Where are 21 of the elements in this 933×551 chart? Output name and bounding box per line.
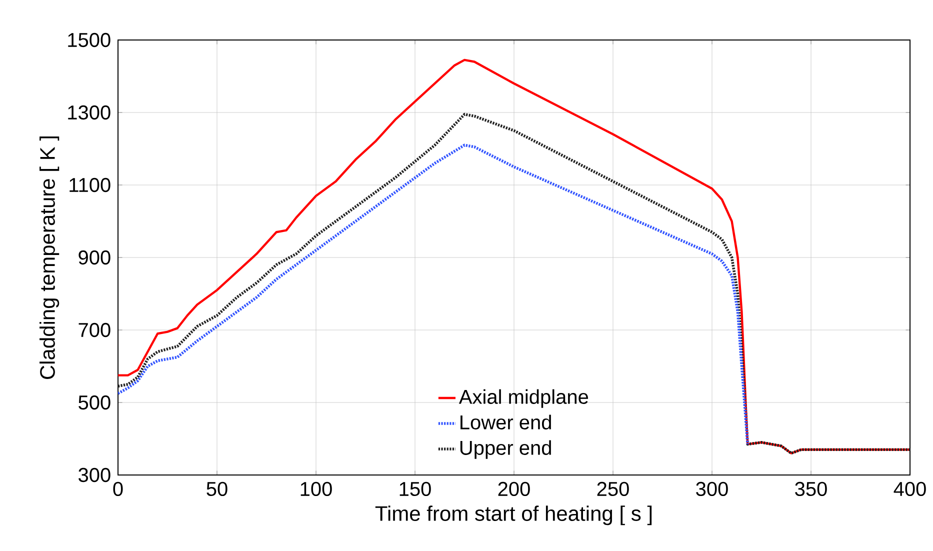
x-tick-label: 350 [795,482,827,496]
y-tick-label: 1300 [68,105,110,120]
x-tick-label: 100 [300,482,332,496]
x-tick-label: 200 [498,482,530,496]
x-axis-title: Time from start of heating [ s ] [375,506,652,526]
y-tick-label: 500 [78,395,110,410]
x-tick-label: 250 [597,482,629,496]
y-tick-label: 300 [78,468,110,482]
y-tick-label: 1500 [68,32,110,48]
legend-label: Axial midplane [458,389,588,408]
y-tick-label: 700 [78,322,110,338]
x-tick-label: 50 [206,482,228,496]
legend-label: Lower end [460,414,551,430]
x-tick-label: 150 [400,482,431,496]
x-tick-label: 0 [113,482,123,496]
legend-label: Upper end [460,440,551,459]
y-axis-title: Cladding temperature [ K ] [40,136,60,379]
y-tick-label: 1100 [70,178,110,192]
y-tick-label: 900 [78,250,110,265]
x-tick-label: 300 [696,482,728,496]
x-tick-label: 400 [894,482,926,496]
